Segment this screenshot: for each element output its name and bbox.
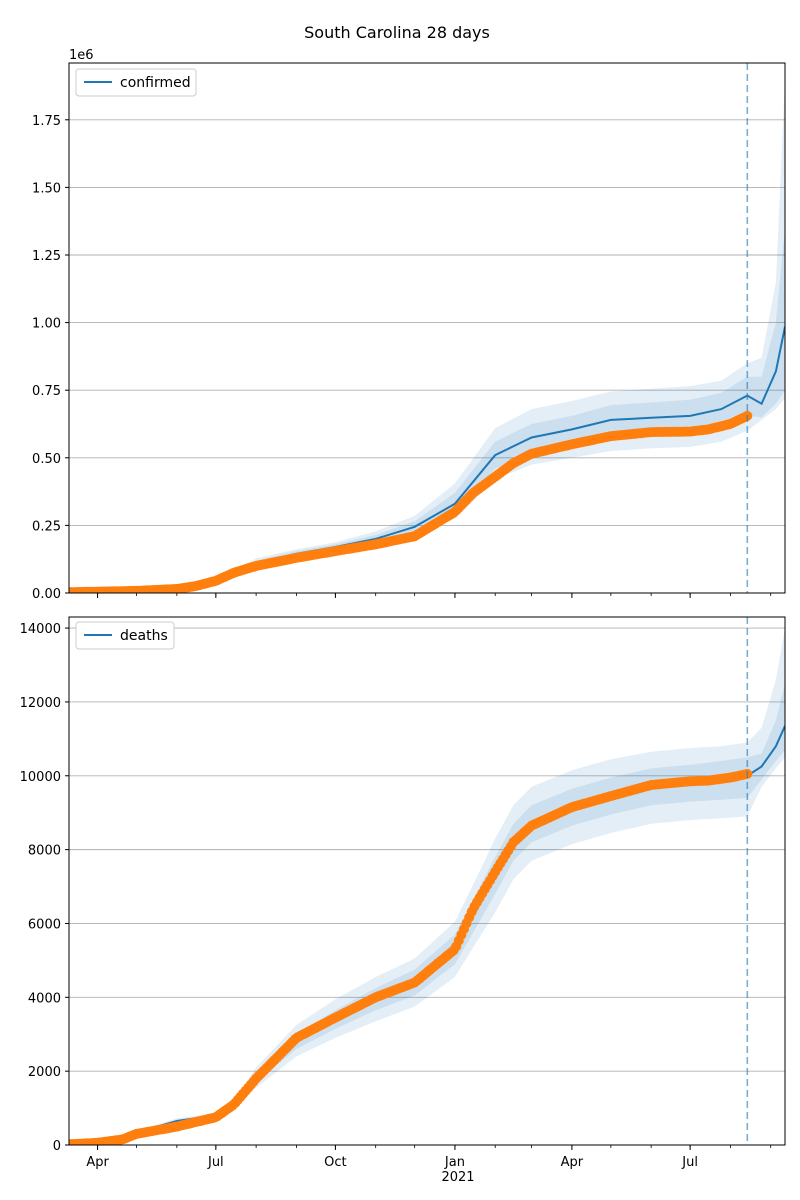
legend-label: deaths xyxy=(120,628,168,644)
y-tick-label: 4000 xyxy=(28,991,61,1006)
y-tick-label: 1.25 xyxy=(32,249,61,264)
y-tick-label: 8000 xyxy=(28,844,61,859)
y-tick-label: 0.50 xyxy=(32,452,61,467)
y-tick-label: 0.25 xyxy=(32,519,61,534)
y-tick-label: 2000 xyxy=(28,1065,61,1080)
axes-frame xyxy=(68,616,786,1146)
x-tick-label: Jul xyxy=(681,1155,698,1170)
series-group xyxy=(69,63,785,593)
series-group xyxy=(69,617,785,1145)
model-line xyxy=(69,326,785,593)
y-tick-label: 1.00 xyxy=(32,317,61,332)
y-tick-label: 1.75 xyxy=(32,114,61,129)
y-tick-label: 0.00 xyxy=(32,587,61,602)
chart-title: South Carolina 28 days xyxy=(304,23,490,42)
x-year-label: 2021 xyxy=(441,1170,474,1185)
y-tick-label: 0.75 xyxy=(32,384,61,399)
legend-box xyxy=(75,68,197,97)
x-tick-label: Apr xyxy=(86,1155,109,1170)
x-tick-label: Jul xyxy=(207,1155,224,1170)
x-tick-label: Oct xyxy=(324,1155,346,1170)
uncertainty-band-outer xyxy=(69,628,785,1145)
x-tick-label: Apr xyxy=(561,1155,584,1170)
y-tick-label: 12000 xyxy=(20,696,61,711)
y-tick-label: 14000 xyxy=(20,622,61,637)
legend-label: confirmed xyxy=(120,75,191,91)
deaths-panel: 0 2000 4000 6000 8000 10000 12000 14000 Apr Jul Oc… xyxy=(20,616,786,1170)
legend-confirmed: confirmed xyxy=(75,68,197,97)
uncertainty-band-inner xyxy=(69,227,785,592)
confirmed-panel: 1e6 0.00 0.25 0.50 0.75 1.00 1.25 1.50 1.75 con… xyxy=(32,48,786,602)
x-tick-label: Jan xyxy=(444,1155,465,1170)
y-tick-label: 1.50 xyxy=(32,181,61,196)
y-tick-label: 6000 xyxy=(28,917,61,932)
legend-deaths: deaths xyxy=(75,621,175,650)
y-scale-label: 1e6 xyxy=(69,48,94,63)
y-tick-label: 10000 xyxy=(20,770,61,785)
legend-box xyxy=(75,621,175,650)
axes-frame xyxy=(68,62,786,594)
y-tick-label: 0 xyxy=(53,1139,61,1154)
